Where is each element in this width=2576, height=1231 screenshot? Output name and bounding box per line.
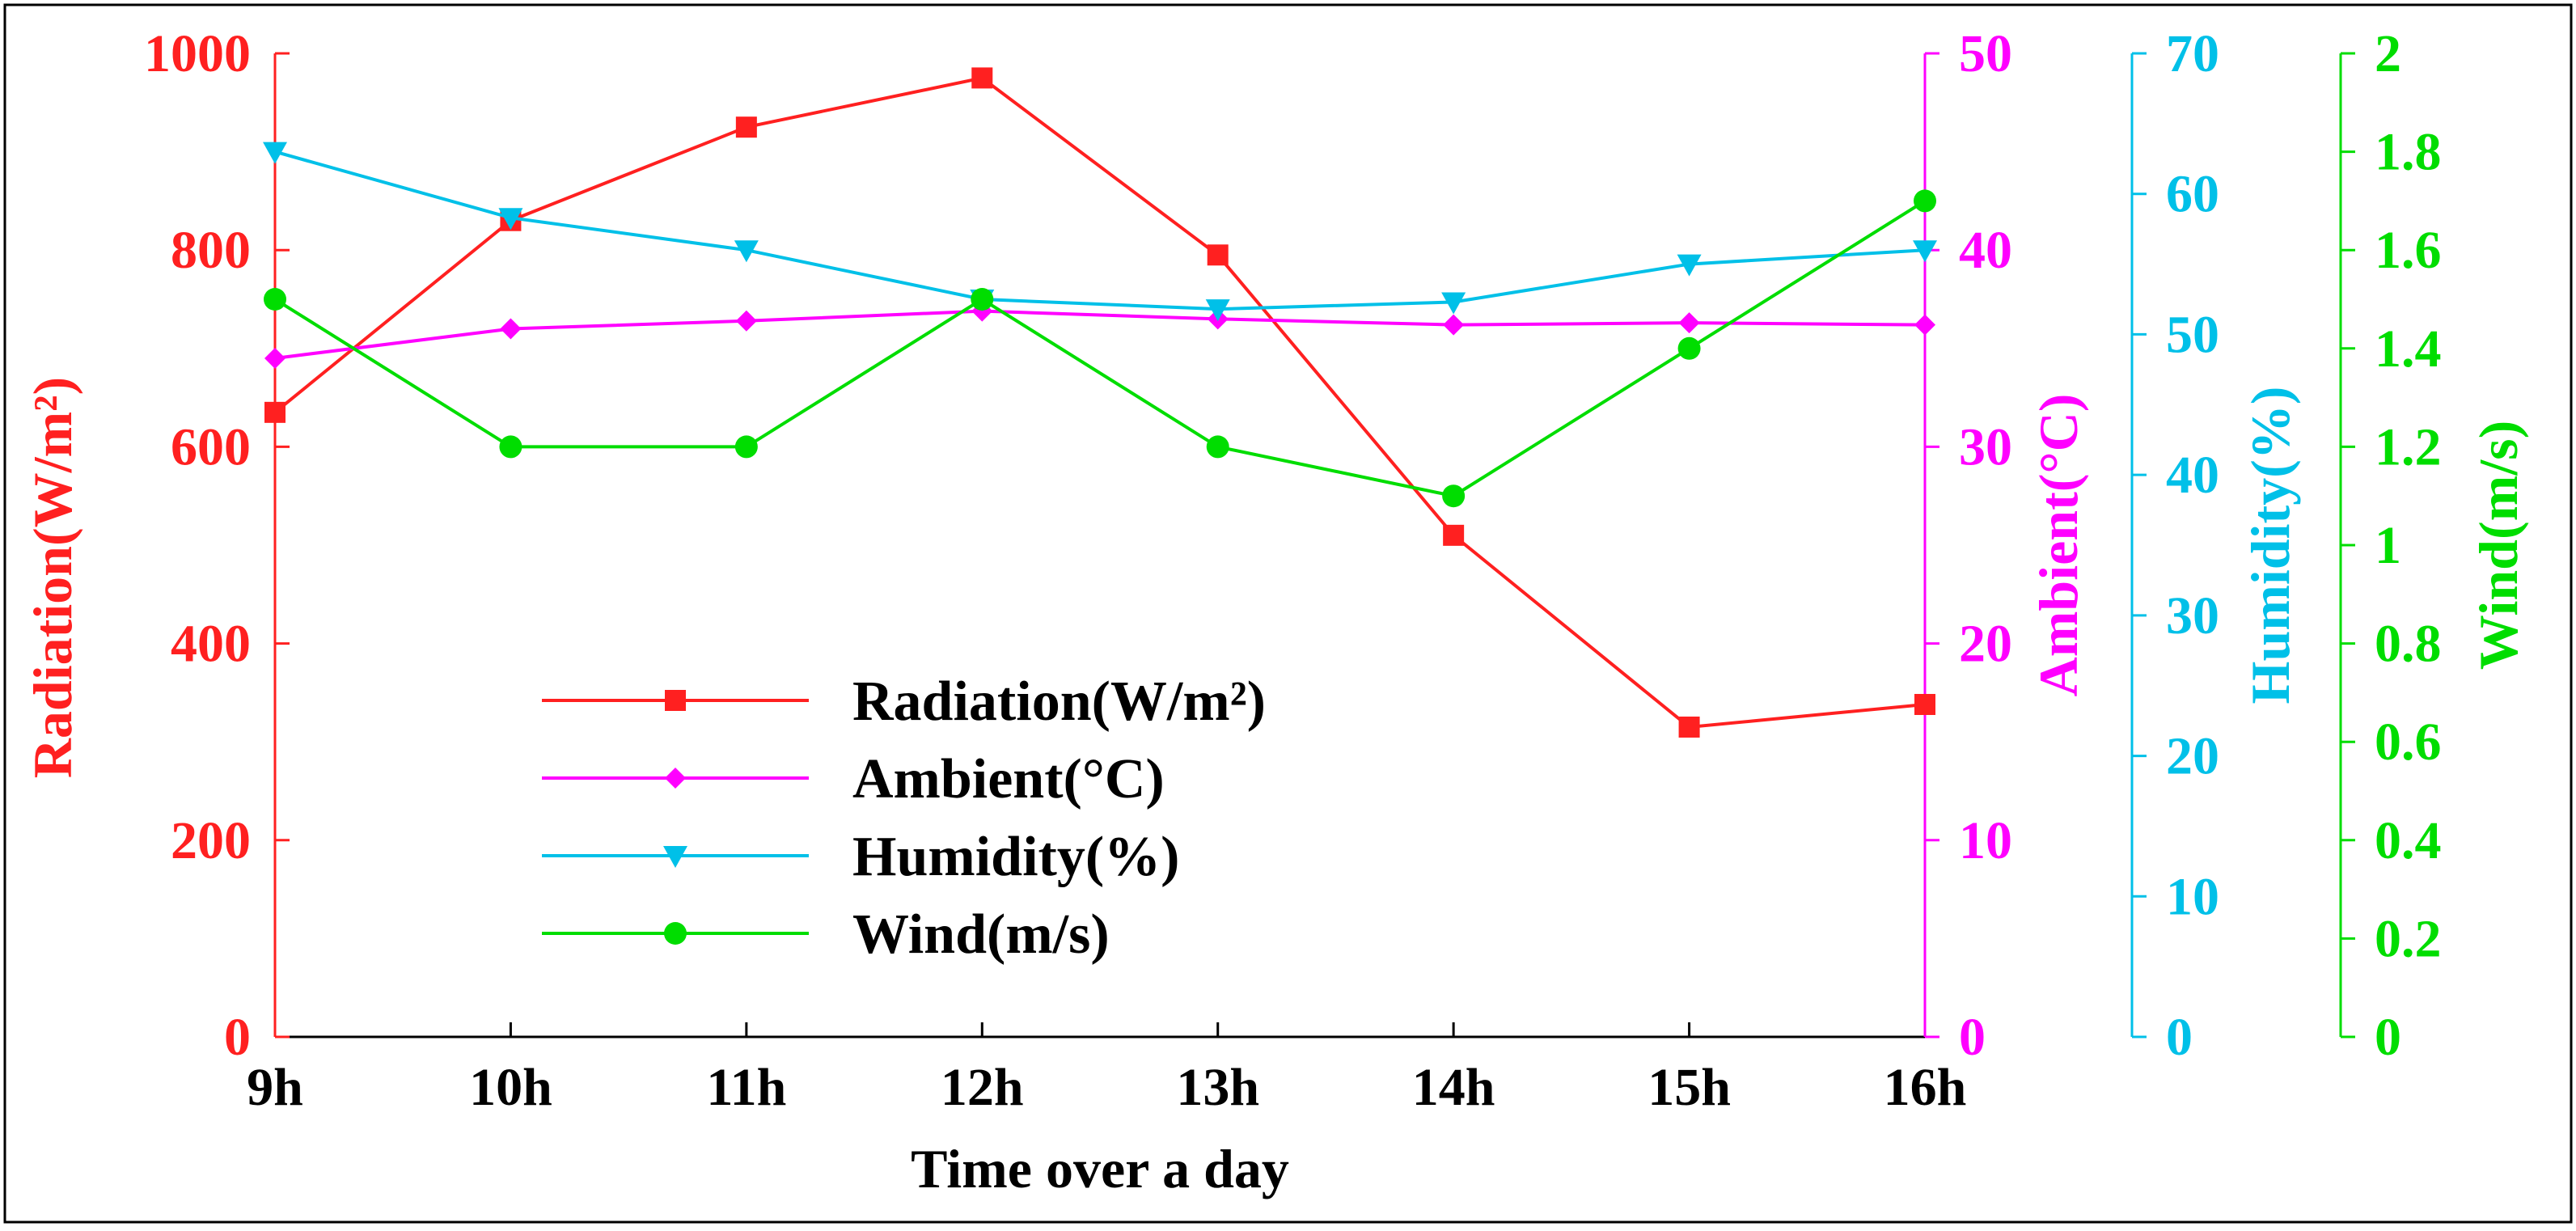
data-point-wind [1442, 484, 1466, 508]
legend-label-ambient: Ambient(°C) [852, 748, 1165, 810]
x-tick-label: 9h [247, 1058, 303, 1117]
chart-legend: Radiation(W/m²) Ambient(°C) Humidity(%) Win… [542, 670, 1266, 966]
legend-entry-humidity: Humidity(%) [542, 826, 1179, 888]
y-tick-label-wind: 1.8 [2375, 123, 2442, 182]
y-tick-label-wind: 1 [2375, 516, 2401, 575]
y-tick-label-wind: 0.2 [2375, 909, 2442, 968]
y-tick-label-wind: 0.6 [2375, 713, 2442, 772]
data-point-wind [734, 435, 758, 459]
legend-label-wind: Wind(m/s) [852, 903, 1110, 966]
y-tick-label-wind: 2 [2375, 24, 2401, 83]
data-point-radiation [1914, 693, 1935, 715]
legend-marker-radiation [665, 690, 686, 711]
figure-frame [3, 3, 2573, 1224]
y-tick-label-ambient: 30 [1959, 417, 2012, 476]
y-tick-label-ambient: 50 [1959, 24, 2012, 83]
data-point-ambient [1678, 312, 1700, 334]
y-tick-label-ambient: 0 [1959, 1008, 1986, 1067]
y-tick-label-radiation: 800 [171, 221, 251, 280]
y-axis-humidity: 0 10 20 30 40 50 60 70 Humidity(%) [2130, 24, 2301, 1067]
legend-entry-ambient: Ambient(°C) [542, 748, 1165, 810]
x-tick-label: 10h [469, 1058, 552, 1117]
data-point-wind [1914, 189, 1936, 213]
y-tick-label-humidity: 50 [2166, 305, 2219, 364]
y-tick-label-humidity: 60 [2166, 165, 2219, 224]
legend-entry-wind: Wind(m/s) [542, 903, 1110, 966]
y-tick-label-humidity: 20 [2166, 727, 2219, 786]
y-tick-label-humidity: 10 [2166, 867, 2219, 926]
data-point-humidity [498, 208, 523, 231]
y-axis-label-humidity: Humidity(%) [2240, 387, 2301, 704]
y-tick-label-humidity: 70 [2166, 24, 2219, 83]
y-tick-label-wind: 1.6 [2375, 221, 2442, 280]
series-wind [264, 189, 1936, 508]
legend-entry-radiation: Radiation(W/m²) [542, 670, 1266, 733]
data-point-radiation [1207, 244, 1229, 266]
y-tick-label-radiation: 400 [171, 615, 251, 674]
y-tick-label-wind: 0.4 [2375, 811, 2442, 870]
data-point-ambient [1914, 314, 1935, 336]
data-point-ambient [264, 347, 286, 369]
series-line-humidity [274, 150, 1926, 311]
y-axis-wind: 0 0.2 0.4 0.6 0.8 1 1.2 1.4 1.6 1.8 2 Wind(m/s) [2339, 24, 2529, 1067]
data-point-radiation [264, 401, 286, 423]
data-point-humidity [1205, 299, 1230, 322]
series-line-ambient [274, 309, 1926, 360]
y-tick-label-wind: 1.4 [2375, 319, 2442, 379]
data-point-humidity [1441, 292, 1466, 315]
data-point-ambient [500, 318, 522, 340]
x-tick-label: 13h [1176, 1058, 1259, 1117]
series-line-wind [273, 199, 1927, 498]
data-point-wind [499, 435, 522, 459]
x-tick-label: 12h [941, 1058, 1024, 1117]
data-point-ambient [1443, 314, 1465, 336]
y-axis-label-wind: Wind(m/s) [2468, 421, 2529, 670]
x-tick-label: 11h [706, 1058, 786, 1117]
legend-marker-ambient [665, 768, 686, 789]
data-point-radiation [1678, 716, 1700, 738]
y-tick-label-ambient: 40 [1959, 221, 2012, 280]
x-tick-label: 14h [1412, 1058, 1495, 1117]
series-layer [263, 67, 1937, 738]
y-tick-label-wind: 1.2 [2375, 417, 2442, 476]
legend-marker-humidity [663, 846, 687, 868]
data-point-wind [1677, 336, 1701, 360]
data-point-radiation [735, 116, 757, 138]
data-point-humidity [1677, 254, 1702, 277]
y-tick-label-ambient: 20 [1959, 615, 2012, 674]
y-tick-label-radiation: 1000 [144, 24, 251, 83]
data-point-wind [971, 288, 994, 311]
legend-marker-wind [664, 922, 687, 945]
data-point-humidity [734, 240, 759, 263]
y-tick-label-ambient: 10 [1959, 811, 2012, 870]
y-tick-label-wind: 0.8 [2375, 615, 2442, 674]
y-axis-radiation: 0 200 400 600 800 1000 Radiation(W/m²) [22, 24, 290, 1067]
y-axis-ambient: 0 10 20 30 40 50 Ambient(°C) [1923, 24, 2089, 1067]
data-point-humidity [1913, 240, 1937, 263]
y-tick-label-humidity: 40 [2166, 446, 2219, 505]
y-tick-label-radiation: 600 [171, 417, 251, 476]
y-tick-label-radiation: 0 [224, 1008, 251, 1067]
data-point-radiation [1443, 524, 1465, 546]
x-tick-label: 15h [1648, 1058, 1731, 1117]
axes-layer: 9h 10h 11h 12h 13h 14h 15h 16h Time over a day 0 2… [22, 24, 2529, 1199]
series-line-radiation [273, 76, 1926, 730]
data-point-radiation [971, 67, 993, 89]
y-axis-label-ambient: Ambient(°C) [2028, 394, 2089, 697]
x-tick-label: 16h [1884, 1058, 1967, 1117]
data-point-ambient [735, 310, 757, 332]
legend-label-humidity: Humidity(%) [852, 826, 1179, 888]
legend-label-radiation: Radiation(W/m²) [852, 670, 1266, 733]
data-point-humidity [263, 142, 287, 164]
data-point-wind [1206, 435, 1229, 459]
data-point-wind [264, 288, 286, 311]
y-axis-label-radiation: Radiation(W/m²) [22, 377, 83, 778]
y-tick-label-humidity: 30 [2166, 586, 2219, 645]
y-tick-label-humidity: 0 [2166, 1008, 2193, 1067]
y-tick-label-wind: 0 [2375, 1008, 2401, 1067]
x-axis-label: Time over a day [911, 1138, 1289, 1199]
y-tick-label-radiation: 200 [171, 811, 251, 870]
